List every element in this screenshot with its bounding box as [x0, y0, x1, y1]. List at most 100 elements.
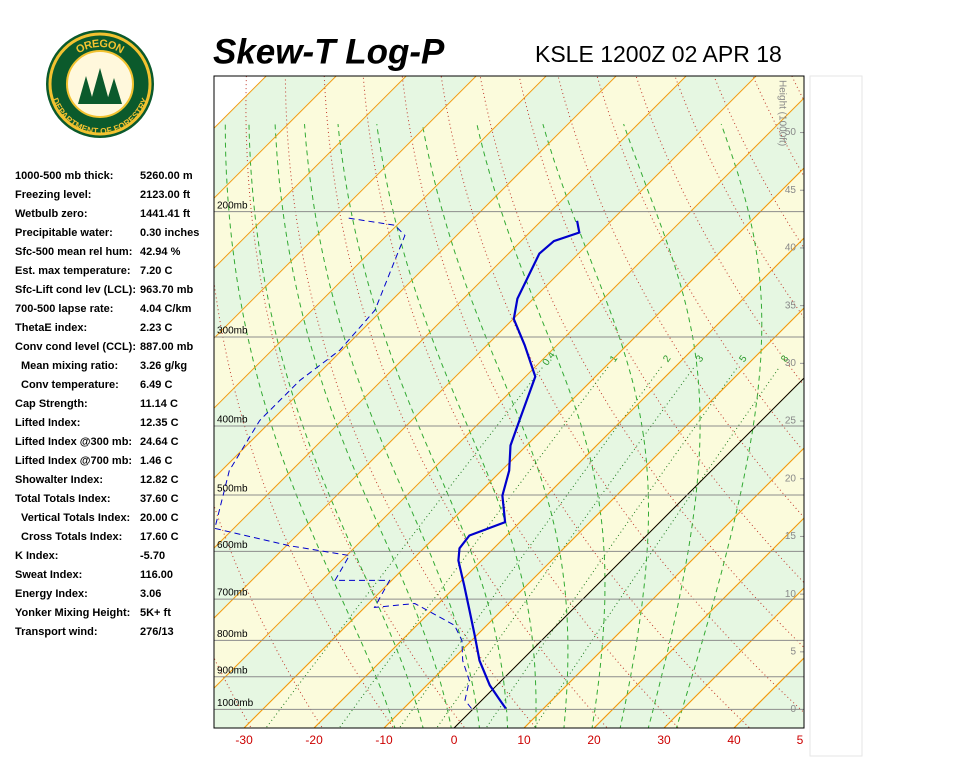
logo-top: OREGON — [74, 38, 126, 57]
moist-adiabat — [224, 124, 396, 728]
moist-adiabat — [476, 123, 606, 728]
stat-label: Conv cond level (CCL): — [15, 341, 136, 353]
dry-adiabat — [214, 278, 395, 728]
stat-label: Total Totals Index: — [15, 493, 111, 505]
stat-label: 1000-500 mb thick: — [15, 170, 113, 182]
stat-label: Transport wind: — [15, 626, 98, 638]
stat-value: 20.00 C — [140, 512, 179, 524]
dry-adiabat — [323, 76, 608, 728]
moist-adiabat — [304, 124, 480, 728]
height-tick-label: 30 — [785, 358, 797, 369]
isobar-label: 900mb — [217, 665, 248, 676]
x-tick-label: 20 — [587, 733, 601, 747]
dry-adiabat — [934, 54, 960, 731]
stat-label: ThetaE index: — [15, 322, 87, 334]
isotherm — [874, 76, 960, 728]
stat-value: 42.94 % — [140, 246, 181, 258]
x-tick-label: -20 — [305, 733, 323, 747]
x-tick-label: -10 — [375, 733, 393, 747]
stat-value: 276/13 — [140, 626, 174, 638]
moist-adiabat — [542, 123, 649, 728]
logo-trees — [78, 68, 122, 104]
stat-label: Sfc-Lift cond lev (LCL): — [15, 284, 136, 296]
stat-label: Cross Totals Index: — [21, 531, 122, 543]
plot-background: 0.4 1 2 3 5 8 — [214, 54, 960, 731]
stat-label: 700-500 lapse rate: — [15, 303, 113, 315]
x-tick-label: 40 — [727, 733, 741, 747]
stat-value: 37.60 C — [140, 493, 179, 505]
x-tick-isotherm — [593, 517, 804, 728]
stat-label: Sfc-500 mean rel hum: — [15, 246, 132, 258]
height-tick-label: 0 — [790, 704, 796, 715]
stat-value: 4.04 C/km — [140, 303, 192, 315]
dry-adiabat — [713, 76, 804, 249]
mixing-ratio-line — [533, 366, 781, 728]
height-tick-label: 15 — [785, 531, 797, 542]
temperature-band — [214, 98, 804, 728]
logo-border — [48, 32, 152, 136]
dry-adiabat — [896, 54, 960, 731]
isotherm — [214, 76, 477, 339]
isobar-label: 200mb — [217, 200, 248, 211]
chart-subtitle: KSLE 1200Z 02 APR 18 — [535, 41, 782, 67]
x-tick-isotherm — [243, 167, 804, 728]
isotherm — [214, 76, 757, 619]
moist-adiabat — [376, 124, 537, 728]
dry-adiabat — [557, 76, 804, 519]
height-tick-label: 35 — [785, 300, 797, 311]
stat-label: Lifted Index @300 mb: — [15, 436, 132, 448]
isobar-label: 500mb — [217, 484, 248, 495]
moist-adiabat — [623, 123, 701, 728]
stat-value: 963.70 mb — [140, 284, 193, 296]
dry-adiabat — [858, 54, 960, 731]
stat-label: Lifted Index @700 mb: — [15, 455, 132, 467]
dry-adiabat — [635, 76, 804, 387]
stat-label: Cap Strength: — [15, 398, 88, 410]
stat-value: -5.70 — [140, 550, 165, 562]
stat-label: Sweat Index: — [15, 569, 82, 581]
stat-value: 1441.41 ft — [140, 208, 190, 220]
height-tick-label: 40 — [785, 243, 797, 254]
isotherm — [214, 76, 617, 479]
mixing-ratio-label: 3 — [694, 353, 706, 364]
stat-label: Freezing level: — [15, 189, 91, 201]
mixing-ratio-line — [485, 366, 739, 728]
isobar-label: 300mb — [217, 326, 248, 337]
stat-label: Vertical Totals Index: — [21, 512, 130, 524]
x-tick-label: -30 — [235, 733, 253, 747]
height-axis-label: Height (1000ft) — [776, 80, 787, 146]
isobar-label: 400mb — [217, 415, 248, 426]
isotherm — [214, 76, 337, 199]
height-tick-label: 10 — [785, 589, 797, 600]
dry-adiabat — [791, 76, 804, 102]
moist-adiabat — [675, 123, 763, 728]
stat-value: 5K+ ft — [140, 607, 171, 619]
stat-label: Energy Index: — [15, 588, 88, 600]
height-tick-label: 5 — [790, 646, 796, 657]
stat-value: 116.00 — [140, 569, 173, 581]
wind-panel — [809, 75, 863, 757]
x-tick-label: 30 — [657, 733, 671, 747]
temperature-line — [457, 220, 581, 710]
stat-value: 5260.00 m — [140, 170, 193, 182]
x-tick-isotherm — [313, 237, 804, 728]
height-tick-label: 50 — [785, 127, 797, 138]
stat-label: Yonker Mixing Height: — [15, 607, 130, 619]
stat-value: 7.20 C — [140, 265, 172, 277]
stat-label: Conv temperature: — [21, 379, 119, 391]
isobar-label: 1000mb — [217, 698, 254, 709]
x-tick-isotherm — [663, 587, 804, 728]
x-tick-isotherm — [383, 307, 804, 728]
mixing-ratio-label: 2 — [661, 353, 673, 364]
stat-value: 17.60 C — [140, 531, 179, 543]
stat-value: 11.14 C — [140, 398, 178, 410]
x-tick-label: 0 — [451, 733, 458, 747]
stat-value: 6.49 C — [140, 379, 172, 391]
isotherm — [214, 97, 804, 689]
stat-value: 887.00 mb — [140, 341, 193, 353]
isobar-label: 700mb — [217, 588, 248, 599]
stat-label: Lifted Index: — [15, 417, 80, 429]
height-tick-label: 20 — [785, 473, 797, 484]
stat-value: 3.26 g/kg — [140, 360, 187, 372]
moist-adiabat — [274, 124, 452, 728]
